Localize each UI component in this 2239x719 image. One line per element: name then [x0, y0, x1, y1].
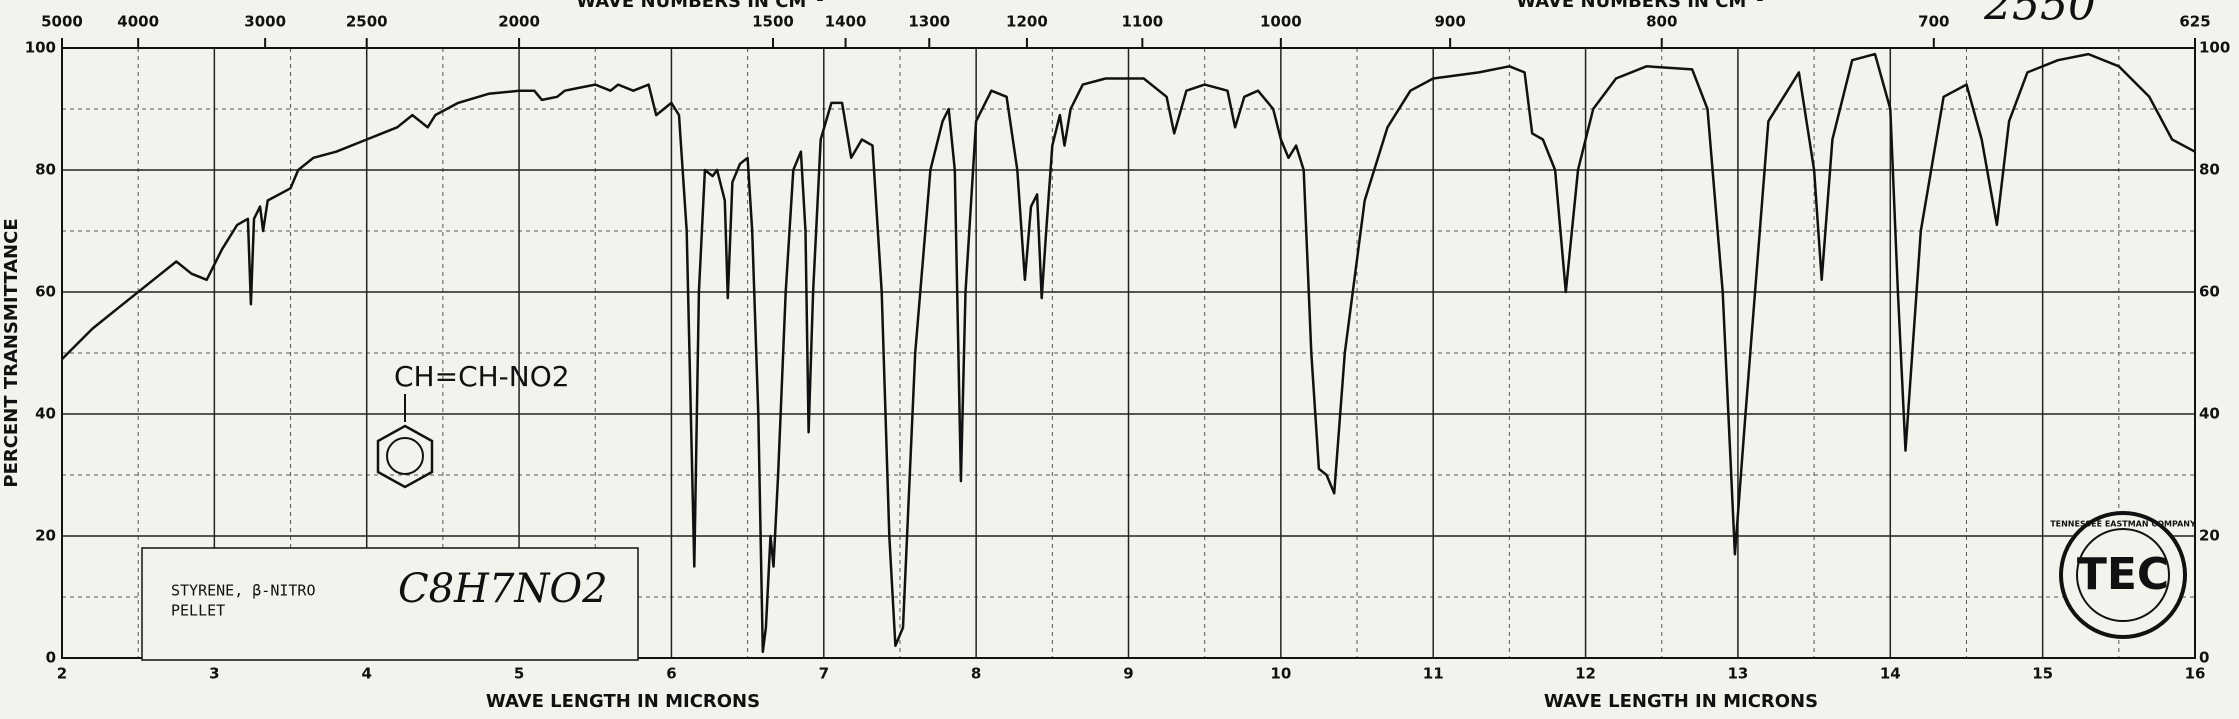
x-tick-label: 9: [1123, 665, 1133, 683]
plot-frame: [61, 47, 2196, 659]
x-tick-label: 14: [1880, 665, 1901, 683]
y-tick-label: 100: [25, 39, 56, 57]
structure-label: CH=CH-NO2: [394, 360, 570, 393]
top-axis-label: WAVE NUMBERS IN CM⁻¹: [1516, 0, 1763, 12]
top-tick-label: 1100: [1121, 13, 1163, 31]
x-tick-label: 10: [1270, 665, 1291, 683]
top-tick-label: 1400: [825, 13, 867, 31]
x-tick-label: 3: [209, 665, 219, 683]
top-tick-label: 1300: [908, 13, 950, 31]
top-tick-label: 1500: [752, 13, 794, 31]
top-tick-label: 3000: [244, 13, 286, 31]
x-tick-label: 13: [1727, 665, 1748, 683]
x-tick-label: 15: [2032, 665, 2053, 683]
y-tick-label: 20: [35, 527, 56, 545]
x-tick-label: 2: [57, 665, 67, 683]
benzene-circle: [386, 437, 424, 475]
top-tick-label: 900: [1434, 13, 1465, 31]
catalog-number: 2550: [1983, 0, 2096, 31]
top-tick-label: 1200: [1006, 13, 1048, 31]
logo-ring: [2059, 511, 2187, 639]
x-tick-label: 16: [2185, 665, 2206, 683]
top-tick-label: 1000: [1260, 13, 1302, 31]
y2-tick-label: 100: [2199, 39, 2230, 57]
x-tick-label: 5: [514, 665, 524, 683]
top-tick-label: 2500: [346, 13, 388, 31]
x-tick-label: 11: [1423, 665, 1444, 683]
y2-tick-label: 80: [2199, 161, 2220, 179]
sample-form: PELLET: [171, 602, 225, 620]
logo-text: TENNESSEE EASTMAN COMPANY: [2050, 520, 2196, 529]
y-axis-label: PERCENT TRANSMITTANCE: [1, 218, 22, 487]
top-tick-label: 800: [1646, 13, 1677, 31]
x-tick-label: 7: [819, 665, 829, 683]
benzene-ring: [376, 424, 434, 489]
top-tick-label: 2000: [498, 13, 540, 31]
y2-tick-label: 0: [2199, 649, 2209, 667]
x-tick-label: 6: [666, 665, 676, 683]
y-tick-label: 40: [35, 405, 56, 423]
compound-name: STYRENE, β-NITRO: [171, 582, 316, 600]
x-tick-label: 4: [361, 665, 371, 683]
formula: C8H7NO2: [398, 566, 608, 612]
logo-initials: TEC: [2077, 549, 2169, 600]
y2-tick-label: 60: [2199, 283, 2220, 301]
top-tick-label: 625: [2179, 13, 2210, 31]
label-box: [141, 547, 639, 661]
x-tick-label: 8: [971, 665, 981, 683]
x-tick-label: 12: [1575, 665, 1596, 683]
x-axis-label: WAVE LENGTH IN MICRONS: [1544, 691, 1818, 712]
y-tick-label: 80: [35, 161, 56, 179]
x-axis-label: WAVE LENGTH IN MICRONS: [486, 691, 760, 712]
y-tick-label: 60: [35, 283, 56, 301]
spectrum-line: [61, 52, 2196, 654]
top-tick-label: 5000: [41, 13, 83, 31]
top-tick-label: 4000: [117, 13, 159, 31]
y2-tick-label: 20: [2199, 527, 2220, 545]
y2-tick-label: 40: [2199, 405, 2220, 423]
top-tick-label: 700: [1918, 13, 1949, 31]
logo-inner: [2076, 528, 2170, 622]
top-axis-label: WAVE NUMBERS IN CM⁻¹: [576, 0, 823, 12]
y-tick-label: 0: [46, 649, 56, 667]
